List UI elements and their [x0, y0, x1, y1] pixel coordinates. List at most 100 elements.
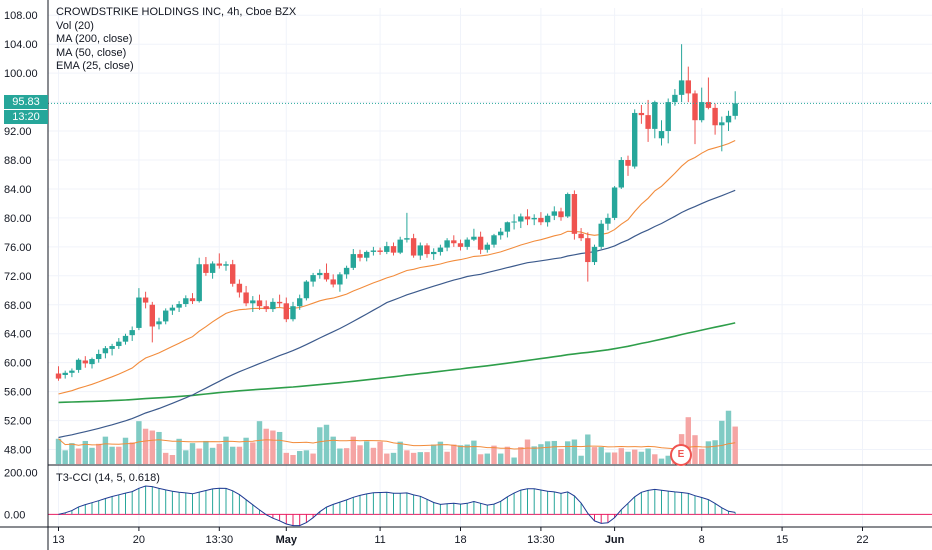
volume-bar — [605, 452, 611, 464]
candle-body — [558, 211, 564, 218]
candle-body — [431, 251, 437, 255]
candle-body — [692, 93, 698, 121]
time-axis-ticks: 13 20 13:30 May 11 18 13:30 Jun 8 15 22 — [52, 527, 869, 546]
grid-lines — [48, 8, 932, 527]
volume-bar — [263, 428, 269, 464]
volume-bar — [665, 455, 671, 464]
volume-bar — [323, 424, 330, 464]
price-axis-ticks: 48.00 52.00 56.00 60.00 64.00 68.00 72.00 76.00… — [4, 10, 38, 521]
candle-body — [471, 236, 477, 240]
candle-body — [511, 221, 517, 223]
volume-bar — [712, 440, 718, 464]
candle-body — [290, 306, 296, 320]
candle-body — [62, 372, 68, 375]
volume-bar — [410, 452, 417, 464]
volume-bar — [464, 444, 470, 464]
volume-bar — [102, 436, 109, 464]
volume-bar — [230, 446, 236, 464]
candle-body — [678, 80, 685, 95]
volume-bar — [75, 448, 82, 464]
cci-pane — [48, 485, 932, 527]
volume-bar — [196, 448, 202, 464]
volume-bar — [384, 453, 390, 464]
price-tick-label: 48.00 — [4, 445, 32, 457]
candle-body — [658, 131, 665, 139]
candle-body — [377, 250, 383, 252]
volume-bar — [290, 455, 296, 464]
volume-bar — [303, 450, 310, 464]
candle-body — [330, 279, 336, 285]
volume-bar — [498, 453, 504, 464]
price-tick-label: 72.00 — [4, 271, 32, 283]
symbol-title: CROWDSTRIKE HOLDINGS INC, 4h, Cboe BZX — [56, 6, 297, 18]
candle-body — [216, 263, 222, 266]
candle-body — [571, 194, 578, 234]
volume-bar — [699, 448, 705, 464]
candle-body — [524, 216, 531, 220]
candle-body — [672, 94, 678, 103]
candle-body — [323, 272, 330, 280]
volume-bar — [156, 431, 162, 464]
volume-bar — [551, 440, 557, 464]
price-tick-label: 56.00 — [4, 387, 32, 399]
volume-bar — [116, 446, 122, 464]
volume-bar — [357, 445, 363, 464]
candle-body — [652, 102, 658, 129]
candle-body — [196, 264, 202, 302]
volume-bar — [611, 452, 618, 464]
volume-bar — [692, 435, 698, 464]
candle-body — [357, 254, 363, 258]
time-tick-label: 13 — [52, 534, 64, 546]
candle-body — [169, 307, 176, 311]
candle-body — [230, 264, 236, 284]
volume-bar — [585, 434, 591, 464]
candle-body — [75, 359, 82, 370]
volume-bar — [404, 450, 410, 464]
candle-body — [712, 107, 718, 126]
candle-body — [424, 245, 430, 255]
price-tick-label: 92.00 — [4, 126, 32, 138]
volume-bar — [632, 449, 638, 464]
volume-bar — [270, 430, 276, 464]
volume-bar — [725, 410, 732, 464]
candle-body — [82, 360, 88, 364]
volume-bar — [250, 442, 256, 464]
candle-body — [565, 194, 571, 217]
candle-body — [484, 244, 490, 250]
volume-bar — [491, 445, 497, 464]
candle-body — [417, 245, 423, 256]
candle-body — [464, 239, 470, 247]
volume-bar — [417, 452, 423, 464]
volume-bar — [122, 437, 129, 464]
earnings-marker[interactable]: E — [670, 444, 692, 466]
candle-body — [283, 303, 289, 320]
volume-bar — [69, 443, 75, 464]
time-tick-label: 20 — [133, 534, 145, 546]
candle-body — [69, 370, 75, 373]
volume-bar — [437, 441, 444, 464]
volume-bar — [55, 438, 62, 464]
candle-body — [142, 297, 149, 303]
candle-body — [531, 217, 537, 220]
volume-bar — [109, 446, 115, 464]
candle-body — [337, 274, 343, 285]
price-tick-label: 64.00 — [4, 329, 32, 341]
volume-bar — [203, 440, 209, 464]
volume-bar — [471, 440, 477, 464]
volume-bar — [538, 444, 544, 464]
volume-bar — [330, 436, 336, 464]
candle-body — [390, 246, 397, 253]
volume-bar — [276, 431, 283, 464]
candle-body — [96, 353, 102, 360]
ma50-line — [58, 189, 736, 439]
candle-body — [645, 115, 651, 129]
candle-body — [163, 310, 169, 322]
candle-body — [551, 211, 557, 216]
candle-body — [578, 233, 584, 239]
candle-body — [732, 103, 738, 116]
candle-body — [410, 238, 417, 256]
volume-bar — [638, 451, 645, 464]
candle-body — [725, 115, 732, 123]
